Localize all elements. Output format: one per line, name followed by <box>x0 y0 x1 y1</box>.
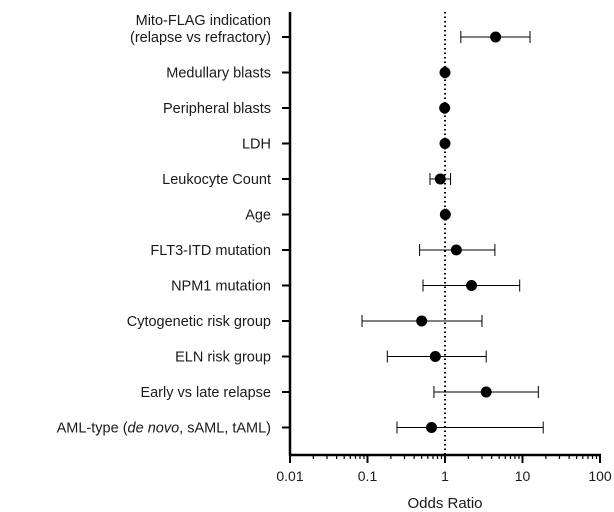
row-label: Cytogenetic risk group <box>127 314 271 330</box>
row-label: Early vs late relapse <box>140 385 271 401</box>
odds-ratio-point <box>439 102 451 114</box>
x-tick-label: 0.01 <box>276 468 303 484</box>
odds-ratio-point <box>480 386 492 398</box>
category-labels: Mito-FLAG indication (relapse vs refracto… <box>57 13 271 437</box>
x-tick-label: 100 <box>588 468 612 484</box>
row-label: ELN risk group <box>175 350 271 366</box>
odds-ratio-point <box>490 31 502 43</box>
odds-ratio-point <box>450 244 462 256</box>
x-tick-label: 0.1 <box>358 468 378 484</box>
row-label: Medullary blasts <box>166 66 271 82</box>
x-axis-title: Odds Ratio <box>407 495 482 512</box>
odds-ratio-point <box>466 280 478 291</box>
y-axis-ticks <box>282 36 290 429</box>
row-label: NPM1 mutation <box>171 279 271 295</box>
x-tick-label: 10 <box>515 468 531 484</box>
row-label: Mito-FLAG indication (relapse vs refracto… <box>130 13 271 46</box>
odds-ratio-point <box>429 351 441 362</box>
odds-ratio-point <box>439 209 451 220</box>
x-axis-ticks: 0.01 0.1 1 10 100 <box>276 455 612 484</box>
odds-ratio-point <box>416 315 428 327</box>
row-label: FLT3-ITD mutation <box>150 243 271 259</box>
odds-ratio-point <box>439 138 451 149</box>
odds-ratio-point <box>434 173 446 185</box>
row-label: AML-type (de novo, sAML, tAML) <box>57 421 271 437</box>
row-label: LDH <box>242 137 271 153</box>
error-bars <box>361 31 544 434</box>
x-tick-label: 1 <box>441 468 449 484</box>
row-label: Leukocyte Count <box>162 172 271 188</box>
row-label: Peripheral blasts <box>163 101 271 117</box>
odds-ratio-point <box>439 67 451 78</box>
row-label: Age <box>245 208 271 224</box>
odds-ratio-point <box>426 422 438 433</box>
data-points <box>416 31 502 433</box>
